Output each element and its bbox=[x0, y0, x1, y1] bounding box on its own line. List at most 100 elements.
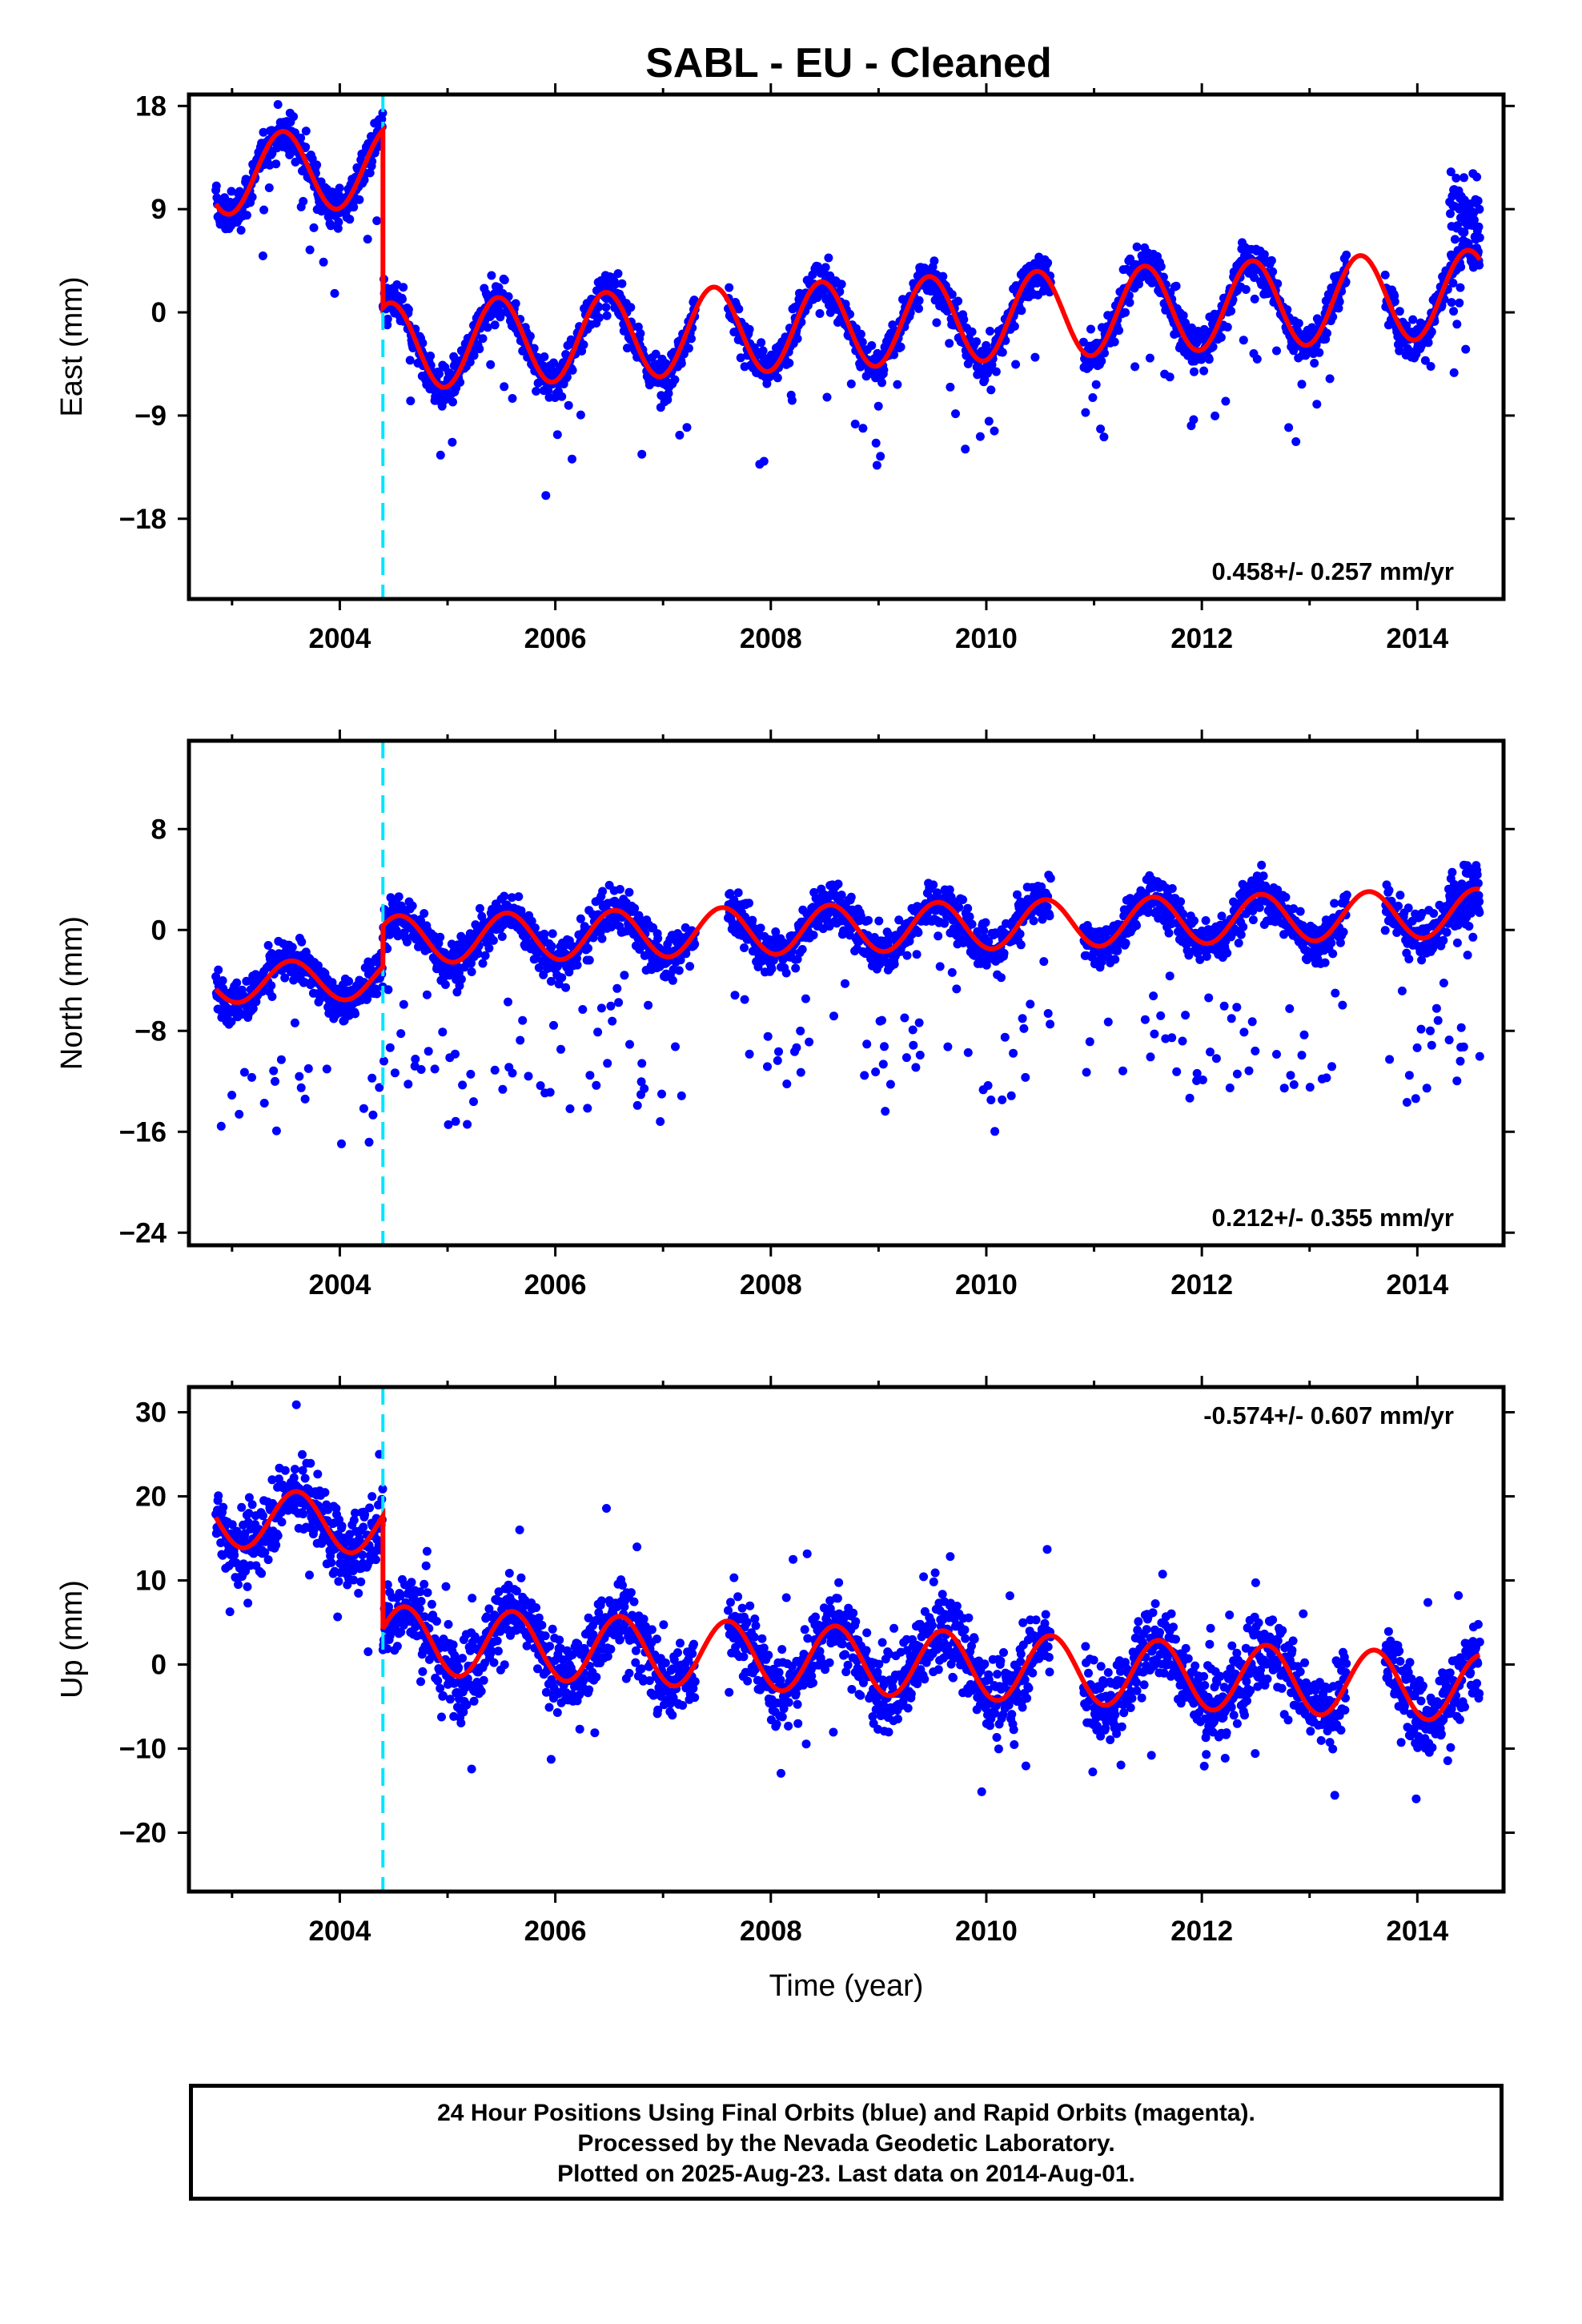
data-point bbox=[850, 420, 860, 428]
data-point bbox=[1250, 273, 1259, 283]
data-point bbox=[367, 157, 377, 166]
data-point bbox=[1134, 279, 1143, 289]
data-point bbox=[689, 296, 699, 305]
data-point bbox=[518, 1015, 528, 1025]
data-point bbox=[1342, 250, 1351, 259]
data-point bbox=[757, 338, 766, 348]
data-point bbox=[276, 1055, 286, 1064]
data-point bbox=[871, 438, 881, 448]
data-point bbox=[998, 1095, 1007, 1104]
data-point bbox=[390, 1068, 400, 1078]
data-point bbox=[547, 942, 556, 951]
data-point bbox=[1121, 308, 1130, 317]
data-point bbox=[1452, 173, 1461, 183]
data-point bbox=[327, 187, 337, 197]
data-point bbox=[259, 127, 268, 137]
data-point bbox=[615, 885, 624, 894]
data-point bbox=[911, 1063, 921, 1072]
data-point bbox=[214, 1491, 223, 1501]
data-point bbox=[1325, 374, 1335, 384]
data-point bbox=[1395, 346, 1404, 356]
data-point bbox=[736, 353, 745, 363]
data-point bbox=[1125, 298, 1134, 308]
data-point bbox=[1030, 352, 1040, 362]
north-panel: 2004 2006 2008 2010 2012 201480−8−16−24North … bbox=[55, 730, 1515, 1301]
data-point bbox=[1096, 424, 1106, 434]
data-point bbox=[759, 456, 769, 466]
data-point bbox=[557, 392, 567, 401]
data-point bbox=[1422, 1084, 1431, 1093]
data-point bbox=[483, 323, 492, 332]
data-point bbox=[791, 963, 801, 973]
data-point bbox=[674, 966, 684, 975]
data-point bbox=[561, 350, 571, 359]
data-point bbox=[465, 357, 475, 367]
data-point bbox=[856, 329, 865, 339]
data-point bbox=[1433, 1015, 1443, 1025]
x-tick-label: 2008 bbox=[740, 623, 802, 654]
data-point bbox=[578, 1005, 588, 1014]
data-point bbox=[1447, 298, 1456, 308]
data-point bbox=[518, 346, 528, 356]
data-point bbox=[287, 943, 297, 952]
data-point bbox=[929, 880, 938, 890]
data-point bbox=[980, 375, 990, 384]
data-point bbox=[805, 1037, 814, 1047]
data-point bbox=[1181, 318, 1191, 328]
data-point bbox=[448, 437, 457, 447]
data-point bbox=[1427, 327, 1436, 336]
data-point bbox=[297, 937, 307, 947]
data-point bbox=[1423, 338, 1433, 348]
data-point bbox=[337, 1139, 346, 1148]
data-point bbox=[846, 379, 856, 388]
data-point bbox=[1426, 1026, 1435, 1035]
data-point bbox=[456, 377, 465, 387]
data-point bbox=[1444, 1035, 1454, 1045]
data-point bbox=[1412, 1043, 1422, 1052]
data-point bbox=[507, 893, 516, 903]
data-point bbox=[809, 931, 818, 940]
data-point bbox=[267, 992, 277, 1001]
data-point bbox=[420, 909, 429, 919]
data-point bbox=[1456, 283, 1465, 292]
data-point bbox=[438, 1027, 448, 1037]
data-point bbox=[430, 1064, 440, 1074]
data-point bbox=[1244, 1066, 1254, 1076]
data-point bbox=[1019, 1023, 1029, 1033]
data-point bbox=[1165, 372, 1174, 382]
data-point bbox=[1015, 929, 1025, 939]
data-point bbox=[640, 1084, 649, 1093]
data-point bbox=[1000, 1032, 1010, 1042]
data-point bbox=[1114, 326, 1124, 336]
data-point bbox=[990, 1127, 1000, 1136]
data-point bbox=[473, 949, 483, 959]
data-point bbox=[1284, 423, 1294, 432]
data-point bbox=[997, 973, 1006, 983]
data-point bbox=[500, 891, 509, 901]
data-point bbox=[1328, 949, 1338, 959]
data-point bbox=[568, 365, 577, 375]
data-point bbox=[355, 195, 364, 204]
data-point bbox=[334, 217, 343, 227]
data-point bbox=[299, 196, 308, 206]
data-point bbox=[1097, 356, 1106, 366]
data-point bbox=[1202, 951, 1211, 961]
data-point bbox=[435, 369, 444, 379]
data-point bbox=[368, 1110, 378, 1120]
x-tick-label: 2012 bbox=[1170, 623, 1233, 654]
data-point bbox=[1461, 344, 1471, 354]
data-point bbox=[458, 1080, 468, 1090]
data-point bbox=[656, 1117, 665, 1126]
y-tick-label: 9 bbox=[151, 194, 167, 225]
data-point bbox=[797, 945, 807, 954]
data-point bbox=[312, 160, 322, 170]
data-point bbox=[327, 978, 337, 987]
data-point bbox=[1021, 1072, 1030, 1082]
data-point bbox=[878, 1059, 888, 1069]
data-point bbox=[796, 1026, 805, 1035]
data-point bbox=[541, 491, 551, 501]
data-point bbox=[1446, 209, 1455, 219]
data-point bbox=[243, 1582, 252, 1591]
data-point bbox=[1167, 884, 1177, 893]
